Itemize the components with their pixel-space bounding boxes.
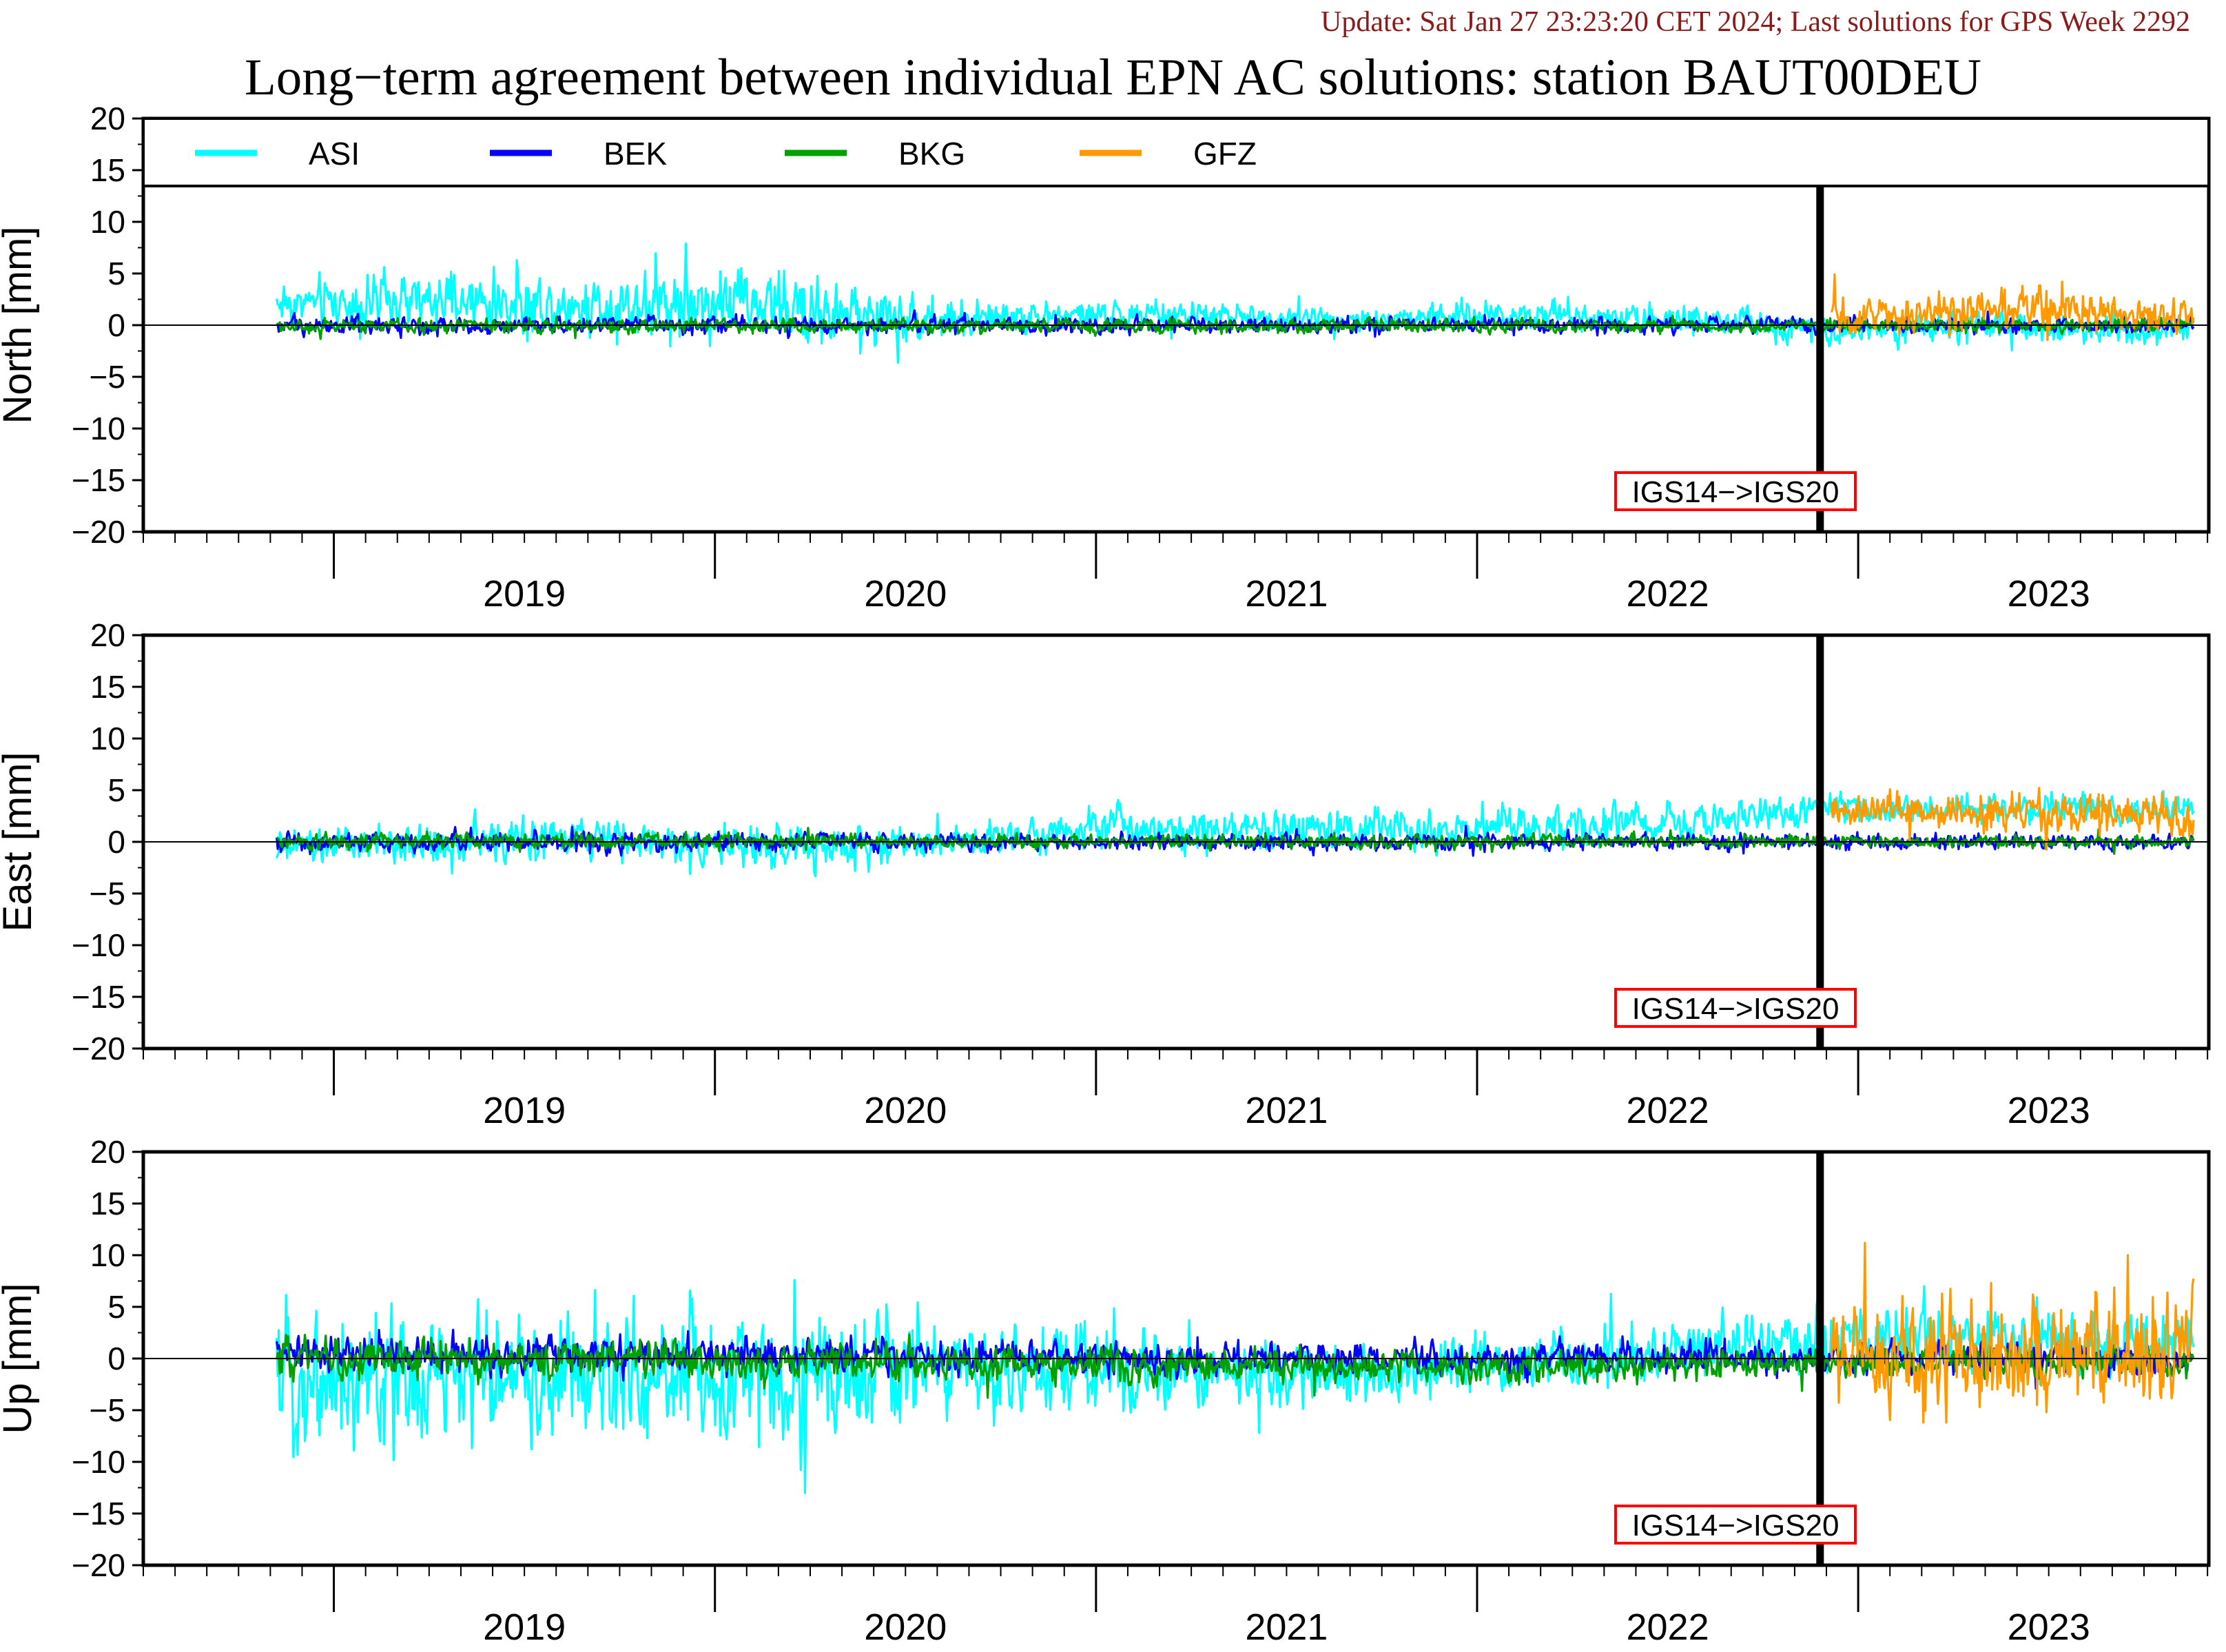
panel-up: IGS14−>IGS20 20 15 10 5 0 −5 −10 −15 −20 Up [mm] 20… [0,1134,2211,1648]
legend-label-bkg: BKG [898,136,965,172]
y-tick-label: −10 [72,1444,125,1480]
panel-east: IGS14−>IGS20 20 15 10 5 0 −5 −10 −15 −20 East [mm]… [0,617,2211,1131]
y-tick-label: 5 [107,772,125,808]
y-tick-label: 10 [90,1237,125,1273]
y-tick-label: −15 [72,979,125,1015]
x-tick-label: 2022 [1626,573,1709,615]
frame-change-box [1614,471,1857,511]
y-tick-label: 20 [90,1134,125,1170]
y-tick-label: 0 [107,307,125,343]
x-tick-label: 2021 [1245,1090,1328,1131]
frame-change-box [1614,988,1857,1028]
y-tick-label: −10 [72,411,125,446]
y-tick-label: 15 [90,669,125,705]
y-tick-label: 5 [107,1289,125,1325]
legend-label-gfz: GFZ [1193,136,1257,172]
series-line-asi [276,789,2195,878]
frame-change-box [1614,1505,1857,1545]
y-tick-label: −15 [72,1496,125,1531]
legend-label-asi: ASI [309,136,360,172]
y-tick-label: 0 [107,1341,125,1376]
x-tick-label: 2019 [483,1090,566,1131]
frame-change-label: IGS14−>IGS20 [1632,475,1839,509]
x-tick-label: 2020 [864,1090,947,1131]
update-text: Update: Sat Jan 27 23:23:20 CET 2024; La… [1320,6,2190,38]
y-tick-label: 20 [90,101,125,136]
x-tick-label: 2019 [483,1607,566,1648]
x-tick-label: 2020 [864,573,947,615]
y-axis-label: North [mm] [0,227,40,424]
series-line-gfz [1830,787,2195,851]
y-tick-label: −5 [90,359,125,395]
x-tick-label: 2022 [1626,1090,1709,1131]
y-tick-label: 20 [90,617,125,653]
frame-change-label: IGS14−>IGS20 [1632,1509,1839,1542]
y-tick-label: 0 [107,824,125,860]
y-tick-label: 15 [90,152,125,188]
y-tick-label: −20 [72,514,125,550]
x-tick-label: 2023 [2008,573,2090,615]
series-group [276,242,2195,364]
series-line-bkg [276,827,2195,855]
frame-change-label: IGS14−>IGS20 [1632,992,1839,1026]
y-tick-label: 5 [107,256,125,291]
series-group [276,787,2195,878]
series-line-asi [276,1279,2195,1494]
y-axis-label: East [mm] [0,752,40,931]
y-tick-label: −5 [90,1392,125,1428]
x-tick-label: 2023 [2008,1607,2090,1648]
y-tick-label: −20 [72,1547,125,1583]
x-tick-label: 2021 [1245,573,1328,615]
y-tick-label: −10 [72,927,125,963]
y-tick-label: −15 [72,462,125,498]
y-tick-label: −5 [90,876,125,911]
legend-label-bek: BEK [604,136,667,172]
x-tick-label: 2021 [1245,1607,1328,1648]
legend-box [142,117,2210,187]
x-tick-label: 2023 [2008,1090,2090,1131]
y-tick-label: −20 [72,1031,125,1066]
y-tick-label: 10 [90,721,125,756]
legend: ASI BEK BKG GFZ [195,136,1257,172]
x-tick-label: 2022 [1626,1607,1709,1648]
series-group [276,1241,2195,1494]
y-tick-label: 15 [90,1186,125,1221]
y-axis-label: Up [mm] [0,1283,40,1434]
x-tick-label: 2019 [483,573,566,615]
series-line-gfz [1830,273,2195,341]
y-tick-label: 10 [90,204,125,240]
x-tick-label: 2020 [864,1607,947,1648]
panel-north: IGS14−>IGS20 20 15 10 5 0 −5 −10 −15 −20 North [mm… [0,101,2211,615]
chart-title: Long−term agreement between individual E… [244,49,1982,106]
